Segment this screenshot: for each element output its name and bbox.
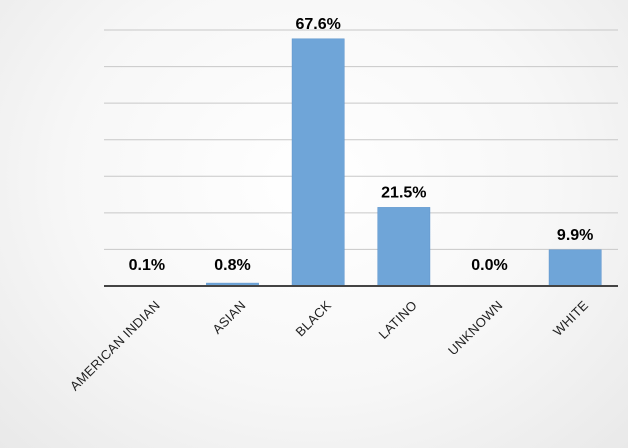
gridlines: [104, 29, 618, 250]
data-label: 67.6%: [295, 16, 340, 33]
bar-black: [291, 38, 345, 287]
data-label: 21.5%: [381, 184, 426, 201]
bar-white: [548, 249, 602, 287]
category-label: ASIAN: [209, 298, 248, 337]
category-labels: AMERICAN INDIAN ASIAN BLACK LATINO UNKNOWN WH…: [67, 298, 591, 394]
data-labels: 0.1% 0.8% 67.6% 21.5% 0.0% 9.9%: [129, 16, 594, 274]
data-label: 9.9%: [557, 227, 593, 244]
category-label: UNKNOWN: [445, 298, 506, 359]
bars: [120, 38, 602, 287]
data-label: 0.1%: [129, 257, 165, 274]
category-label: BLACK: [292, 298, 334, 340]
data-label: 0.0%: [471, 257, 507, 274]
category-label: LATINO: [376, 298, 420, 342]
category-label: AMERICAN INDIAN: [67, 298, 163, 394]
data-label: 0.8%: [214, 257, 250, 274]
category-label: WHITE: [550, 298, 591, 339]
bar-latino: [377, 207, 431, 287]
